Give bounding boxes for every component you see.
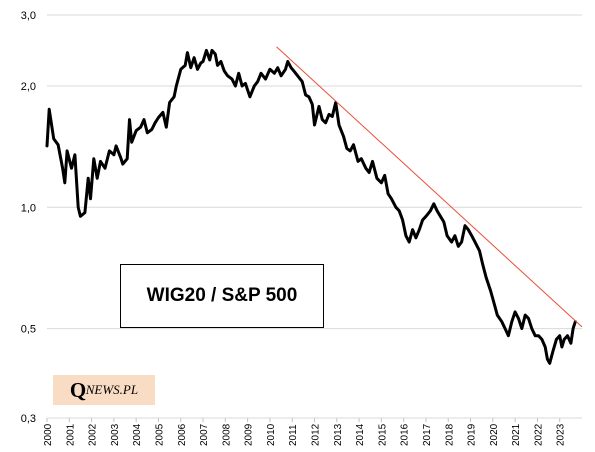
y-tick-label: 0,5	[21, 324, 36, 336]
y-tick-label: 3,0	[21, 10, 36, 22]
x-tick-label: 2014	[355, 423, 366, 446]
x-tick-label: 2015	[377, 423, 388, 446]
x-tick-label: 2013	[333, 423, 344, 446]
qnews-logo: Q NEWS.PL	[53, 375, 155, 405]
x-tick-label: 2020	[489, 423, 500, 446]
x-tick-label: 2010	[266, 423, 277, 446]
y-tick-label: 1,0	[21, 202, 36, 214]
x-tick-label: 2003	[110, 423, 121, 446]
x-tick-label: 2021	[511, 423, 522, 446]
x-tick-label: 2000	[43, 423, 54, 446]
grid-lines	[47, 14, 582, 330]
x-tick-label: 2022	[533, 423, 544, 446]
x-tick-label: 2012	[311, 423, 322, 446]
x-tick-label: 2018	[444, 423, 455, 446]
x-tick-label: 2005	[154, 423, 165, 446]
x-tick-label: 2002	[88, 423, 99, 446]
x-tick-label: 2019	[467, 423, 478, 446]
chart-title-box: WIG20 / S&P 500	[120, 264, 324, 328]
x-tick-label: 2017	[422, 423, 433, 446]
x-tick-label: 2007	[199, 423, 210, 446]
x-tick-label: 2006	[177, 423, 188, 446]
series-line	[45, 48, 577, 365]
x-tick-label: 2001	[65, 423, 76, 446]
y-axis-ticks: 3,0 2,0 1,0 0,5 0,3	[21, 10, 36, 425]
x-tick-label: 2023	[556, 423, 567, 446]
y-tick-label: 0,3	[21, 413, 36, 425]
x-tick-label: 2009	[244, 423, 255, 446]
x-axis-ticks: 2000 2001 2002 2003 2004 2005 2006 2007 2008 2009…	[43, 418, 567, 446]
y-tick-label: 2,0	[21, 81, 36, 93]
trendline	[276, 46, 583, 328]
x-tick-label: 2008	[221, 423, 232, 446]
logo-q: Q	[69, 377, 86, 402]
x-tick-label: 2004	[132, 423, 143, 446]
x-tick-label: 2011	[288, 424, 299, 446]
x-tick-label: 2016	[400, 423, 411, 446]
logo-news: NEWS.PL	[85, 382, 139, 397]
chart-title: WIG20 / S&P 500	[146, 285, 298, 306]
